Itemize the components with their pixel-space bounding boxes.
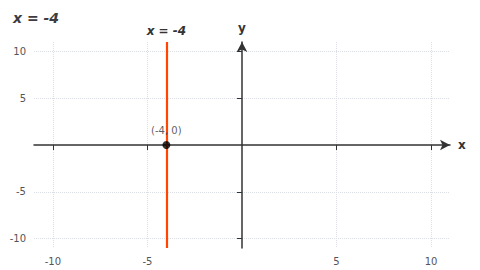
svg-text:10: 10 xyxy=(425,256,438,267)
svg-text:5: 5 xyxy=(333,256,339,267)
svg-text:-10: -10 xyxy=(45,256,61,267)
svg-text:x = -4: x = -4 xyxy=(12,10,59,26)
svg-text:-5: -5 xyxy=(142,256,152,267)
svg-text:-10: -10 xyxy=(10,233,26,244)
svg-text:(-4, 0): (-4, 0) xyxy=(151,125,182,136)
svg-text:10: 10 xyxy=(13,46,26,57)
svg-text:y: y xyxy=(238,21,246,35)
svg-text:x: x xyxy=(458,138,466,152)
svg-text:x = -4: x = -4 xyxy=(146,24,186,38)
svg-text:5: 5 xyxy=(20,93,26,104)
svg-text:-5: -5 xyxy=(16,186,26,197)
